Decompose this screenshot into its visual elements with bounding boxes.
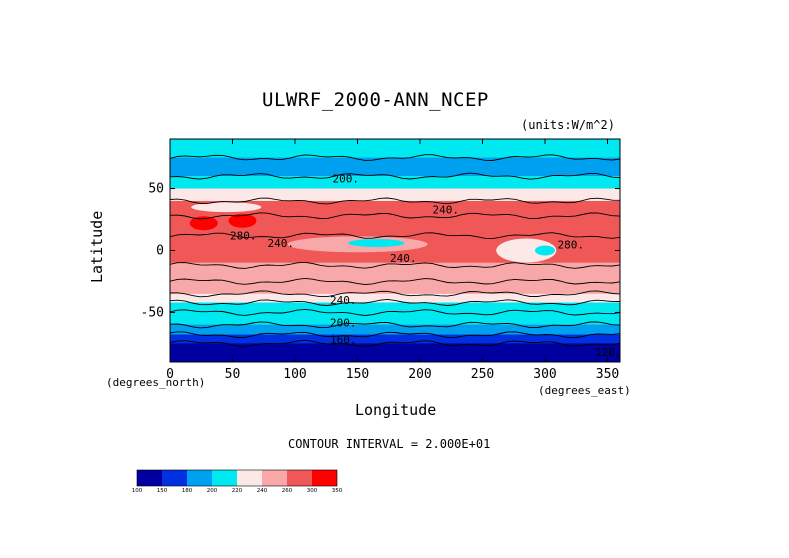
contour-line xyxy=(169,339,621,347)
contour-line xyxy=(169,197,621,205)
colorbar-level-label: 100 xyxy=(132,488,143,494)
colorbar-level-label: 300 xyxy=(307,488,318,494)
colorbar-swatch xyxy=(287,470,312,486)
contour-line xyxy=(169,308,621,316)
x-axis-label: Longitude xyxy=(355,401,437,419)
colorbar-level-label: 240 xyxy=(257,488,268,494)
cold-patch xyxy=(348,239,405,248)
chart-title: ULWRF_2000-ANN_NCEP xyxy=(262,89,489,111)
x-tick-label: 100 xyxy=(283,367,306,382)
colorbar-level-label: 200 xyxy=(207,488,218,494)
band-fill xyxy=(191,202,262,213)
y-axis-label: Latitude xyxy=(88,210,106,283)
y-units-note: (degrees_north) xyxy=(106,376,206,389)
contour-line xyxy=(169,261,621,269)
colorbar-swatch xyxy=(262,470,287,486)
contour-label: 240. xyxy=(390,252,417,265)
colorbar-level-label: 150 xyxy=(157,488,168,494)
x-units-note: (degrees_east) xyxy=(538,384,631,397)
contour-line xyxy=(169,277,621,285)
band-fill xyxy=(170,176,620,189)
band-fill xyxy=(496,238,557,263)
x-tick-label: 250 xyxy=(471,367,494,382)
contour-label: 280. xyxy=(230,230,257,243)
warm-patch xyxy=(228,213,257,228)
y-tick-label: 0 xyxy=(156,244,164,259)
colorbar-level-label: 260 xyxy=(282,488,293,494)
band-fill xyxy=(170,188,620,201)
x-tick-label: 200 xyxy=(408,367,431,382)
colorbar-swatch xyxy=(237,470,262,486)
colorbar-frame xyxy=(136,469,338,487)
contour-line xyxy=(169,212,621,220)
colorbar-level-label: 220 xyxy=(232,488,243,494)
band-fill xyxy=(170,139,620,158)
contour-label: 240. xyxy=(433,204,460,217)
contour-label: 280. xyxy=(558,238,585,251)
colorbar-level-label: 350 xyxy=(332,488,343,494)
contour-label: 160. xyxy=(330,334,357,347)
colorbar-level-label: 180 xyxy=(182,488,193,494)
contour-label: 120. xyxy=(595,346,622,359)
contour-label: 240. xyxy=(268,237,295,250)
colorbar-swatch xyxy=(212,470,237,486)
contour-line xyxy=(169,298,621,306)
y-tick-label: -50 xyxy=(141,305,164,320)
contour-line xyxy=(169,232,621,240)
y-tick-label: 50 xyxy=(148,182,164,197)
x-tick-label: 350 xyxy=(596,367,619,382)
band-fill xyxy=(170,281,620,294)
band-fill xyxy=(170,324,620,335)
colorbar-swatch xyxy=(162,470,187,486)
x-tick-label: 150 xyxy=(346,367,369,382)
x-tick-label: 0 xyxy=(166,367,174,382)
contour-interval-note: CONTOUR INTERVAL = 2.000E+01 xyxy=(288,437,491,451)
band-fill xyxy=(170,293,620,303)
contour-line xyxy=(169,154,621,161)
contour-label: 200. xyxy=(330,316,357,329)
colorbar-swatch xyxy=(137,470,162,486)
x-tick-label: 300 xyxy=(533,367,556,382)
units-label: (units:W/m^2) xyxy=(521,118,615,132)
warm-patch xyxy=(189,216,218,231)
contour-label: 240. xyxy=(330,294,357,307)
contour-line xyxy=(169,290,621,298)
colorbar-swatch xyxy=(312,470,337,486)
colorbar-swatch xyxy=(187,470,212,486)
contour-label: 200. xyxy=(333,173,360,186)
band-fill xyxy=(170,334,620,344)
x-tick-label: 50 xyxy=(225,367,241,382)
contour-line xyxy=(169,172,621,180)
contour-line xyxy=(169,331,621,339)
contour-line xyxy=(169,321,621,329)
cold-patch xyxy=(535,245,555,256)
